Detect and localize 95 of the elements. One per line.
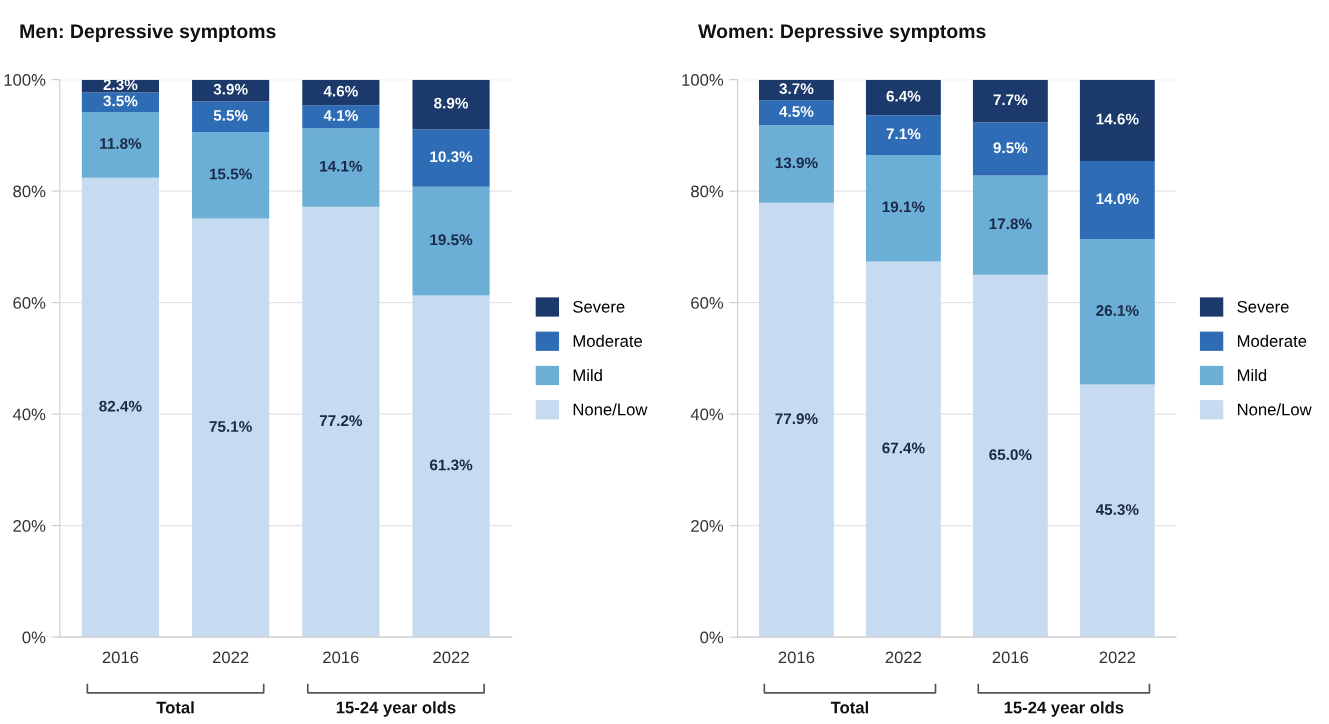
data-label: 5.5% [213, 110, 248, 121]
bar [192, 218, 270, 638]
y-tick-label: 60% [13, 297, 46, 309]
bar [865, 261, 941, 638]
data-label: 4.6% [323, 85, 358, 97]
data-label: 65.0% [989, 449, 1032, 461]
y-tick-label: 40% [12, 408, 46, 421]
bar [81, 177, 159, 638]
x-tick-label: 2016 [992, 651, 1029, 664]
y-tick-label: 40% [690, 408, 724, 421]
legend-label: Mild [1237, 368, 1267, 382]
y-tick-label: 80% [13, 185, 46, 198]
data-label: 67.4% [882, 442, 925, 454]
text: Total [830, 701, 869, 714]
x-tick-label: 2016 [778, 651, 815, 664]
data-label: 77.2% [319, 415, 363, 426]
data-label: 8.9% [434, 97, 469, 109]
data-label: 11.8% [100, 138, 142, 149]
bar [81, 111, 159, 178]
data-label: 4.1% [323, 110, 358, 121]
y-tick-label: 0% [22, 631, 46, 644]
data-label: 77.9% [775, 413, 818, 425]
bar [1079, 79, 1155, 162]
x-tick-label: 2016 [102, 651, 139, 664]
data-label: 15.5% [209, 168, 252, 180]
data-label: 82.4% [99, 400, 142, 412]
bar [81, 92, 159, 112]
x-tick-label: 2022 [885, 651, 922, 664]
data-label: 3.9% [213, 83, 248, 95]
x-tick-label: 2022 [433, 651, 469, 664]
bar [758, 100, 834, 126]
bar [865, 115, 941, 155]
text: Total [156, 701, 194, 714]
data-label: 13.9% [775, 157, 818, 169]
y-tick-label: 80% [691, 185, 724, 198]
data-label: 14.1% [320, 160, 363, 172]
data-label: 75.1% [209, 421, 252, 432]
legend-label: Severe [1237, 300, 1289, 313]
bar [302, 105, 380, 129]
y-tick-label: 60% [691, 297, 724, 309]
y-tick-label: 20% [13, 520, 46, 532]
data-label: 61.3% [429, 459, 473, 471]
data-label: 3.7% [779, 83, 814, 95]
bar [972, 175, 1048, 275]
data-label: 10.3% [430, 151, 473, 163]
legend-label: Moderate [1237, 334, 1307, 347]
bar [412, 186, 490, 296]
data-label: 45.3% [1095, 504, 1139, 515]
data-label: 26.1% [1096, 305, 1139, 316]
data-label: 14.6% [1096, 113, 1139, 125]
bar [302, 128, 380, 207]
x-tick-label: 2022 [1099, 651, 1136, 664]
text: 15-24 year olds [1004, 701, 1124, 717]
bar [758, 202, 834, 638]
bar [972, 274, 1048, 638]
legend-label: None/Low [573, 403, 648, 416]
bar [412, 129, 490, 187]
bar [412, 79, 490, 130]
y-tick-label: 0% [700, 631, 724, 644]
bar [972, 122, 1048, 176]
text: 15-24 year olds [336, 701, 456, 717]
data-label: 7.1% [886, 128, 921, 140]
legend-label: Mild [573, 368, 602, 382]
y-tick-label: 100% [4, 74, 46, 86]
bar [192, 101, 270, 133]
legend-label: Moderate [573, 334, 643, 347]
data-label: 19.1% [882, 201, 925, 213]
data-label: 17.8% [989, 218, 1032, 230]
x-tick-label: 2016 [323, 651, 359, 664]
bar [412, 295, 490, 638]
data-label: 6.4% [886, 90, 921, 102]
chart-title: Men: Depressive symptoms [20, 23, 276, 43]
data-label: 9.5% [993, 142, 1028, 154]
data-label: 14.0% [1096, 193, 1139, 205]
bar [865, 154, 941, 262]
y-tick-label: 20% [691, 520, 724, 532]
bar [758, 125, 834, 203]
data-label: 19.5% [430, 234, 473, 246]
legend-label: Severe [573, 300, 625, 313]
bar [1079, 161, 1155, 240]
data-label: 3.5% [103, 95, 138, 107]
bar [972, 79, 1048, 123]
x-tick-label: 2022 [212, 651, 249, 664]
bar [302, 79, 380, 106]
bar [1079, 239, 1155, 385]
bar [1079, 384, 1155, 638]
chart-title: Women: Depressive symptoms [698, 23, 986, 43]
data-label: 2.3% [103, 79, 138, 91]
y-tick-label: 100% [682, 74, 724, 86]
legend-label: None/Low [1237, 403, 1312, 416]
bar [865, 79, 941, 116]
data-label: 4.5% [779, 106, 814, 117]
data-label: 7.7% [993, 94, 1028, 106]
bar [192, 132, 270, 219]
bar [302, 206, 380, 638]
